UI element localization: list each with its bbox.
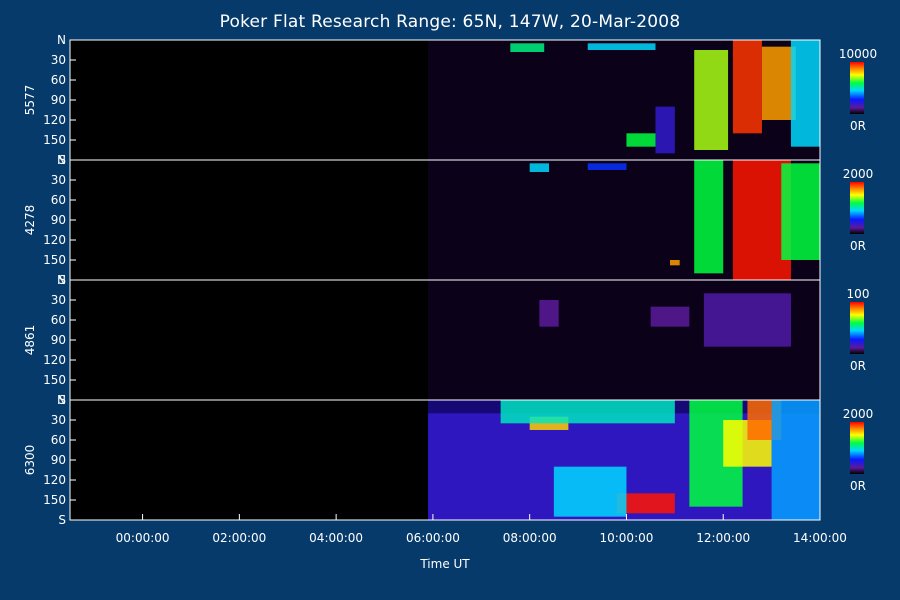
colorbar-min-label: 0R [850, 239, 866, 253]
y-tick-label: 150 [43, 253, 66, 267]
emission-blob [553, 466, 627, 517]
panel-5577: N 30 60 90 120 150 S 5577 10000 0R [23, 33, 877, 167]
emission-blob [510, 43, 545, 52]
y-tick-label: N [57, 33, 66, 47]
y-tick-label: S [58, 393, 66, 407]
y-tick-label: 90 [51, 333, 66, 347]
emission-blob [587, 163, 627, 170]
emission-blob [529, 163, 550, 172]
emission-blob [670, 260, 680, 266]
y-tick-label: 30 [51, 53, 66, 67]
x-axis: 00:00:00 02:00:00 04:00:00 06:00:00 08:00:00… [116, 514, 847, 545]
colorbar-max-label: 2000 [843, 407, 874, 421]
y-tick-label: 150 [43, 493, 66, 507]
x-tick-label: 12:00:00 [696, 531, 750, 545]
emission-blob [650, 306, 690, 327]
y-tick-label: 120 [43, 113, 66, 127]
wavelength-label: 5577 [23, 85, 37, 116]
panel-4278: N 30 60 90 120 150 S 4278 2000 0R [23, 153, 873, 287]
y-tick-label: 30 [51, 293, 66, 307]
y-tick-label: 120 [43, 473, 66, 487]
colorbar-min-label: 0R [850, 359, 866, 373]
y-tick-label: S [58, 153, 66, 167]
x-tick-label: 04:00:00 [309, 531, 363, 545]
emission-blob [761, 46, 796, 120]
emission-blob [732, 40, 762, 134]
panel-4861: N 30 60 90 120 150 S 4861 100 0R [23, 273, 869, 407]
emission-blob [694, 50, 729, 150]
y-tick-label: 150 [43, 373, 66, 387]
y-tick-label: 90 [51, 213, 66, 227]
wavelength-label: 6300 [23, 445, 37, 476]
emission-blob [587, 43, 656, 50]
panels-group: N 30 60 90 120 150 S 5577 10000 0R N 30 60 90 120 150 S 4… [23, 33, 877, 527]
y-tick-label: N [57, 153, 66, 167]
y-tick-label: S [58, 273, 66, 287]
x-tick-label: 00:00:00 [116, 531, 170, 545]
emission-blob [655, 106, 675, 154]
colorbar-min-label: 0R [850, 119, 866, 133]
emission-blob [732, 160, 791, 280]
x-tick-label: 02:00:00 [212, 531, 266, 545]
y-tick-label: 60 [51, 193, 66, 207]
emission-blob [790, 40, 820, 147]
y-tick-label: N [57, 273, 66, 287]
colorbar-max-label: 100 [847, 287, 870, 301]
y-tick-label: N [57, 393, 66, 407]
y-tick-label: 90 [51, 93, 66, 107]
colorbar [850, 62, 864, 114]
x-tick-label: 08:00:00 [503, 531, 557, 545]
y-tick-label: S [58, 513, 66, 527]
x-tick-label: 10:00:00 [599, 531, 653, 545]
emission-blob [694, 160, 724, 274]
y-tick-label: 120 [43, 353, 66, 367]
emission-blob [703, 293, 791, 347]
wavelength-label: 4861 [23, 325, 37, 356]
y-tick-label: 60 [51, 433, 66, 447]
y-tick-label: 60 [51, 313, 66, 327]
emission-blob [616, 493, 675, 514]
colorbar-max-label: 2000 [843, 167, 874, 181]
x-tick-label: 14:00:00 [793, 531, 847, 545]
emission-blob [500, 400, 675, 424]
colorbar-min-label: 0R [850, 479, 866, 493]
y-tick-label: 30 [51, 173, 66, 187]
y-tick-label: 30 [51, 413, 66, 427]
colorbar [850, 422, 864, 474]
colorbar [850, 302, 864, 354]
x-axis-label: Time UT [419, 557, 470, 571]
y-tick-label: 60 [51, 73, 66, 87]
x-tick-label: 06:00:00 [406, 531, 460, 545]
y-tick-label: 90 [51, 453, 66, 467]
emission-blob [539, 300, 559, 327]
emission-blob [626, 133, 656, 147]
colorbar-max-label: 10000 [839, 47, 877, 61]
wavelength-label: 4278 [23, 205, 37, 236]
y-tick-label: 150 [43, 133, 66, 147]
colorbar [850, 182, 864, 234]
emission-blob [771, 400, 820, 520]
chart-title: Poker Flat Research Range: 65N, 147W, 20… [220, 12, 681, 32]
emission-blob [781, 163, 820, 260]
panel-6300: N 30 60 90 120 150 S 6300 2000 0R [23, 393, 873, 527]
y-tick-label: 120 [43, 233, 66, 247]
